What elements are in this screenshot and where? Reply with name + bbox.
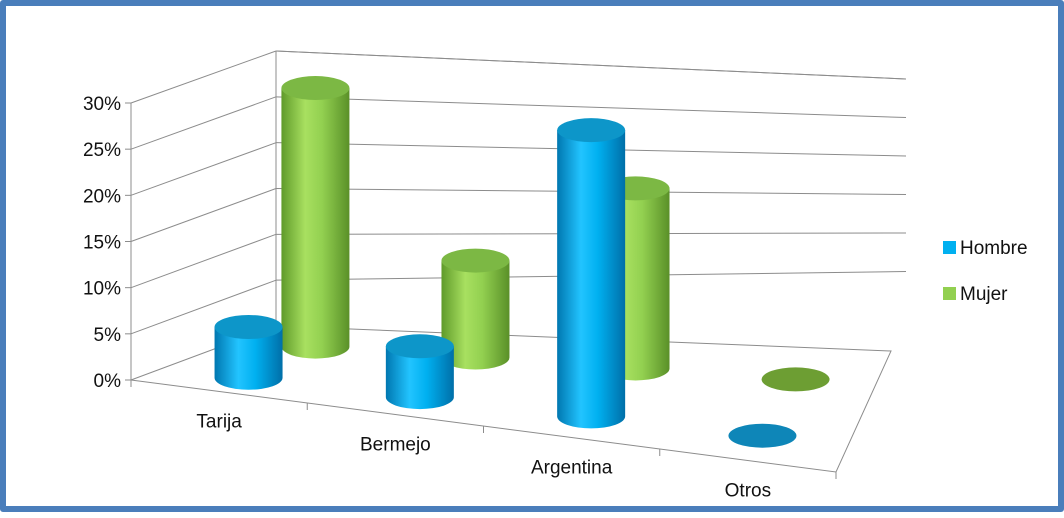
bar-mujer-bermejo [441, 248, 510, 370]
grid-line [130, 96, 277, 150]
y-tick-label: 10% [83, 279, 121, 300]
legend-swatch-mujer [943, 287, 956, 300]
legend-label-hombre: Hombre [960, 238, 1028, 259]
bar-hombre-otros [728, 423, 797, 448]
legend: Hombre Mujer [943, 238, 1028, 305]
x-axis-categories: Tarija Bermejo Argentina Otros [130, 380, 837, 502]
y-tick-label: 30% [83, 94, 121, 115]
chart-walls [130, 50, 907, 473]
grid-line [130, 279, 277, 335]
x-category-label: Argentina [531, 458, 613, 479]
grid-line [130, 233, 277, 289]
legend-label-mujer: Mujer [960, 284, 1008, 305]
y-tick-label: 20% [83, 186, 121, 207]
legend-swatch-hombre [943, 241, 956, 254]
bar-mujer-tarija [281, 76, 350, 359]
chart-canvas: 0% 5% 10% 15% 20% 25% 30% Tarija Bermejo Argenti… [83, 50, 1028, 502]
y-tick-label: 15% [83, 233, 121, 254]
bar-hombre-tarija [214, 314, 283, 390]
grid-line [130, 142, 277, 196]
grid-line [130, 50, 277, 104]
x-category-label: Tarija [196, 412, 242, 433]
y-axis-ticks: 0% 5% 10% 15% 20% 25% 30% [83, 94, 131, 392]
bar-hombre-argentina [557, 118, 626, 429]
bar-mujer-otros [761, 367, 830, 392]
plot-bars [214, 76, 830, 448]
y-tick-label: 5% [94, 325, 122, 346]
back-top-line [275, 50, 907, 80]
y-tick-label: 0% [94, 371, 122, 392]
grid-line [275, 96, 907, 118]
bar-hombre-bermejo [385, 334, 454, 410]
grid-line [130, 188, 277, 242]
x-category-label: Otros [725, 481, 771, 502]
y-tick-label: 25% [83, 140, 121, 161]
x-category-label: Bermejo [360, 435, 431, 456]
